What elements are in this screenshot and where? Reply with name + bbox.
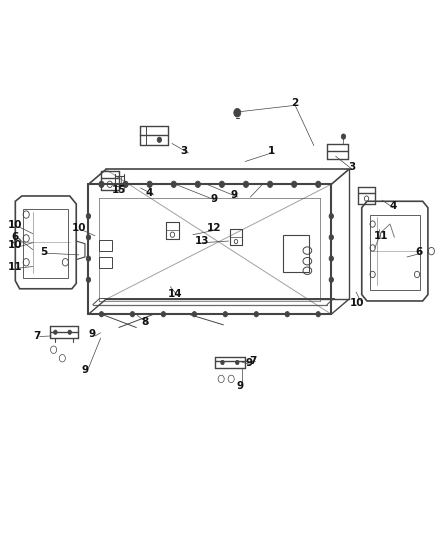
Circle shape <box>285 312 290 317</box>
Text: 10: 10 <box>8 220 23 230</box>
Circle shape <box>244 181 249 188</box>
Text: 10: 10 <box>350 297 365 308</box>
Circle shape <box>329 256 333 261</box>
Circle shape <box>99 181 104 188</box>
Circle shape <box>161 312 166 317</box>
Text: 4: 4 <box>389 200 397 211</box>
Text: 9: 9 <box>81 365 88 375</box>
Text: 10: 10 <box>8 240 23 251</box>
Bar <box>283 235 309 272</box>
Circle shape <box>316 312 321 317</box>
Text: 6: 6 <box>12 232 19 243</box>
Circle shape <box>123 181 128 188</box>
Circle shape <box>341 134 346 139</box>
Circle shape <box>195 181 201 188</box>
Circle shape <box>223 312 227 317</box>
Circle shape <box>268 181 273 188</box>
Text: 7: 7 <box>249 356 257 366</box>
Text: 1: 1 <box>268 146 275 156</box>
Text: 3: 3 <box>348 162 355 172</box>
Text: 9: 9 <box>88 329 95 340</box>
Text: 7: 7 <box>33 332 41 342</box>
Circle shape <box>53 330 57 334</box>
Bar <box>99 240 113 251</box>
Text: 5: 5 <box>40 247 48 257</box>
Circle shape <box>329 235 333 240</box>
Circle shape <box>99 312 104 317</box>
Text: 9: 9 <box>246 358 253 368</box>
Circle shape <box>329 277 333 282</box>
Circle shape <box>86 277 91 282</box>
Circle shape <box>236 360 239 365</box>
Circle shape <box>157 137 162 142</box>
Circle shape <box>234 109 241 117</box>
Circle shape <box>147 181 152 188</box>
Circle shape <box>86 256 91 261</box>
Text: 3: 3 <box>180 146 188 156</box>
Text: 13: 13 <box>195 236 210 246</box>
Circle shape <box>292 181 297 188</box>
Text: 10: 10 <box>71 223 86 233</box>
Text: 11: 11 <box>8 262 23 271</box>
Circle shape <box>316 181 321 188</box>
Circle shape <box>221 360 224 365</box>
Circle shape <box>254 312 258 317</box>
Circle shape <box>329 214 333 219</box>
Text: 11: 11 <box>374 231 388 241</box>
Circle shape <box>171 181 177 188</box>
Text: 8: 8 <box>141 317 148 327</box>
Circle shape <box>130 312 134 317</box>
Text: 9: 9 <box>231 190 238 200</box>
Circle shape <box>86 214 91 219</box>
Text: 15: 15 <box>112 184 126 195</box>
Bar <box>99 257 113 268</box>
Text: 12: 12 <box>207 223 221 233</box>
Text: 6: 6 <box>416 247 423 257</box>
Circle shape <box>86 235 91 240</box>
Circle shape <box>192 312 197 317</box>
Text: 9: 9 <box>210 193 217 204</box>
Text: 9: 9 <box>237 381 244 391</box>
Text: 14: 14 <box>168 289 183 299</box>
Circle shape <box>219 181 225 188</box>
Text: 4: 4 <box>146 188 153 198</box>
Circle shape <box>68 330 71 334</box>
Text: 2: 2 <box>292 98 299 108</box>
